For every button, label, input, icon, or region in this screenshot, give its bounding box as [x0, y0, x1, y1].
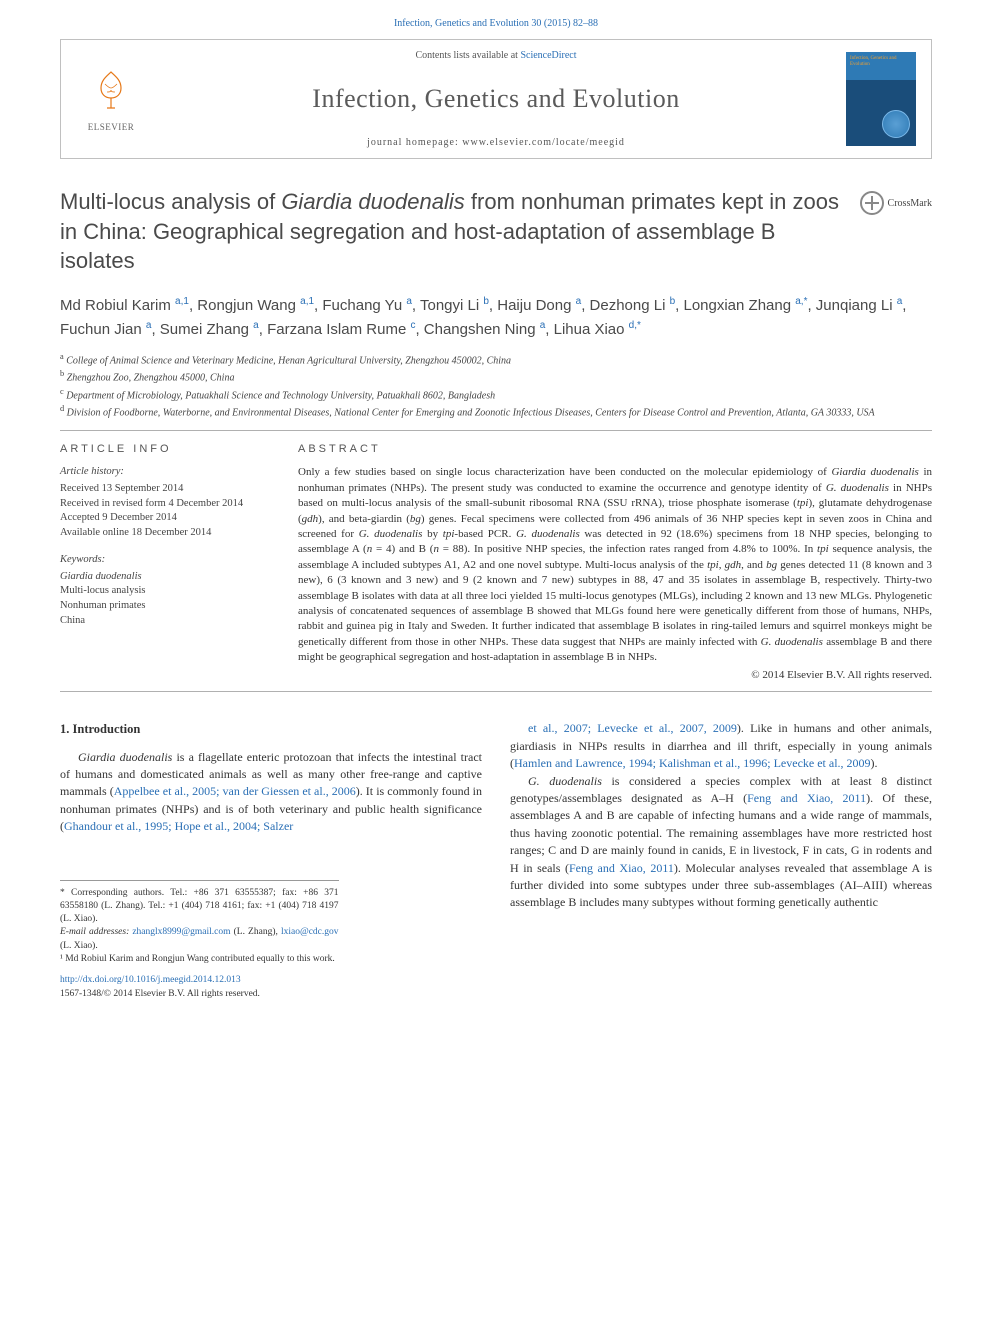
elsevier-logo[interactable]: ELSEVIER — [87, 66, 135, 132]
email-addresses: E-mail addresses: zhanglx8999@gmail.com … — [60, 926, 339, 953]
abstract-label: ABSTRACT — [298, 443, 932, 455]
history-line: Available online 18 December 2014 — [60, 526, 270, 541]
body-column-left: 1. Introduction Giardia duodenalis is a … — [60, 720, 482, 966]
elsevier-text: ELSEVIER — [87, 122, 135, 132]
cover-text: Infection, Genetics and Evolution — [846, 52, 916, 72]
affiliation-line: d Division of Foodborne, Waterborne, and… — [60, 403, 932, 420]
keyword-line: Giardia duodenalis — [60, 570, 270, 585]
journal-cover-area: Infection, Genetics and Evolution — [831, 40, 931, 158]
body-columns: 1. Introduction Giardia duodenalis is a … — [60, 720, 932, 966]
keywords-block: Keywords: Giardia duodenalisMulti-locus … — [60, 553, 270, 628]
affiliation-line: a College of Animal Science and Veterina… — [60, 351, 932, 368]
contents-prefix: Contents lists available at — [415, 50, 520, 61]
history-line: Accepted 9 December 2014 — [60, 511, 270, 526]
header-center: Contents lists available at ScienceDirec… — [161, 40, 831, 158]
contents-available: Contents lists available at ScienceDirec… — [161, 50, 831, 61]
footer-meta: http://dx.doi.org/10.1016/j.meegid.2014.… — [0, 966, 992, 1021]
journal-cover-thumbnail[interactable]: Infection, Genetics and Evolution — [846, 52, 916, 146]
article-info-column: ARTICLE INFO Article history: Received 1… — [60, 443, 270, 681]
journal-homepage: journal homepage: www.elsevier.com/locat… — [161, 137, 831, 148]
keyword-line: Multi-locus analysis — [60, 584, 270, 599]
info-abstract-row: ARTICLE INFO Article history: Received 1… — [60, 443, 932, 681]
email2-suffix: (L. Xiao). — [60, 941, 98, 951]
email-link-zhang[interactable]: zhanglx8999@gmail.com — [132, 927, 230, 937]
body-paragraph: G. duodenalis is considered a species co… — [510, 773, 932, 912]
keywords-heading: Keywords: — [60, 553, 270, 568]
homepage-prefix: journal homepage: — [367, 137, 462, 148]
doi-link[interactable]: http://dx.doi.org/10.1016/j.meegid.2014.… — [60, 975, 241, 985]
body-column-right: et al., 2007; Levecke et al., 2007, 2009… — [510, 720, 932, 966]
journal-title: Infection, Genetics and Evolution — [161, 84, 831, 114]
affiliation-line: b Zhengzhou Zoo, Zhengzhou 45000, China — [60, 368, 932, 385]
emails-label: E-mail addresses: — [60, 927, 132, 937]
authors-list: Md Robiul Karim a,1, Rongjun Wang a,1, F… — [60, 294, 932, 341]
keyword-line: China — [60, 614, 270, 629]
crossmark-label: CrossMark — [888, 198, 932, 209]
homepage-url[interactable]: www.elsevier.com/locate/meegid — [462, 137, 625, 148]
divider-top — [60, 430, 932, 431]
sciencedirect-link[interactable]: ScienceDirect — [520, 50, 576, 61]
publisher-logo-area: ELSEVIER — [61, 40, 161, 158]
elsevier-tree-icon — [87, 66, 135, 114]
body-paragraph: et al., 2007; Levecke et al., 2007, 2009… — [510, 720, 932, 772]
abstract-column: ABSTRACT Only a few studies based on sin… — [298, 443, 932, 681]
equal-contribution-note: ¹ Md Robiul Karim and Rongjun Wang contr… — [60, 953, 339, 966]
crossmark-icon — [860, 191, 884, 215]
history-line: Received in revised form 4 December 2014 — [60, 497, 270, 512]
affiliations: a College of Animal Science and Veterina… — [60, 351, 932, 420]
keyword-line: Nonhuman primates — [60, 599, 270, 614]
issn-copyright: 1567-1348/© 2014 Elsevier B.V. All right… — [60, 988, 932, 1001]
article-history: Article history: Received 13 September 2… — [60, 465, 270, 540]
crossmark-badge[interactable]: CrossMark — [860, 191, 932, 215]
affiliation-line: c Department of Microbiology, Patuakhali… — [60, 386, 932, 403]
abstract-copyright: © 2014 Elsevier B.V. All rights reserved… — [298, 669, 932, 681]
article-info-label: ARTICLE INFO — [60, 443, 270, 455]
article-title: Multi-locus analysis of Giardia duodenal… — [60, 187, 844, 276]
email1-suffix: (L. Zhang), — [231, 927, 281, 937]
history-heading: Article history: — [60, 465, 270, 480]
footnotes: * Corresponding authors. Tel.: +86 371 6… — [60, 880, 339, 967]
corresponding-authors: * Corresponding authors. Tel.: +86 371 6… — [60, 887, 339, 927]
title-row: Multi-locus analysis of Giardia duodenal… — [60, 187, 932, 276]
header-citation: Infection, Genetics and Evolution 30 (20… — [0, 0, 992, 39]
divider-bottom — [60, 691, 932, 692]
journal-header-box: ELSEVIER Contents lists available at Sci… — [60, 39, 932, 159]
abstract-text: Only a few studies based on single locus… — [298, 465, 932, 665]
email-link-xiao[interactable]: lxiao@cdc.gov — [281, 927, 339, 937]
cover-globe-icon — [882, 110, 910, 138]
section-heading-introduction: 1. Introduction — [60, 720, 482, 738]
history-line: Received 13 September 2014 — [60, 482, 270, 497]
body-paragraph: Giardia duodenalis is a flagellate enter… — [60, 749, 482, 836]
